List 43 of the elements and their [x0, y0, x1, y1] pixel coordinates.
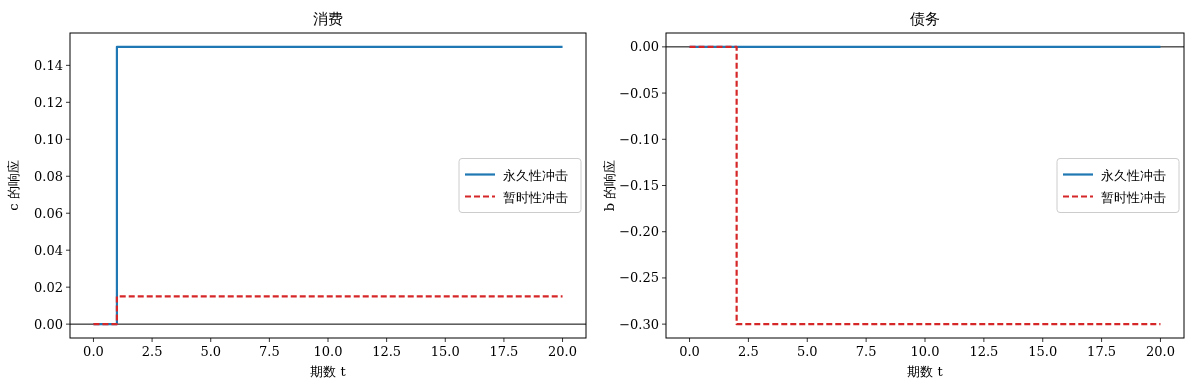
- y-axis-title: b 的响应: [602, 159, 617, 212]
- legend-label: 永久性冲击: [503, 167, 568, 183]
- x-tick-label: 7.5: [259, 344, 280, 359]
- y-tick-label: −0.05: [619, 85, 659, 101]
- y-tick-label: −0.10: [619, 131, 659, 147]
- x-tick-label: 2.5: [141, 344, 163, 359]
- x-tick-label: 15.0: [430, 344, 460, 359]
- x-tick-label: 2.5: [738, 344, 759, 359]
- x-tick-label: 20.0: [1145, 344, 1175, 359]
- y-tick-label: 0.10: [34, 131, 63, 147]
- y-tick-label: −0.20: [619, 224, 659, 240]
- x-tick-label: 10.0: [313, 344, 343, 359]
- y-tick-label: 0.00: [630, 39, 659, 55]
- x-axis-title: 期数 t: [310, 364, 347, 379]
- legend-label: 暂时性冲击: [503, 189, 568, 205]
- y-tick-label: 0.08: [34, 168, 63, 184]
- x-tick-label: 20.0: [548, 344, 578, 359]
- x-tick-label: 0.0: [679, 344, 700, 359]
- legend-label: 永久性冲击: [1101, 167, 1166, 183]
- y-tick-label: 0.14: [34, 57, 63, 73]
- y-tick-label: 0.12: [34, 94, 63, 110]
- x-tick-label: 10.0: [910, 344, 940, 359]
- chart-title: 债务: [910, 10, 940, 28]
- x-tick-label: 12.5: [372, 344, 402, 359]
- y-tick-label: 0.02: [34, 279, 63, 295]
- y-tick-label: 0.00: [34, 316, 63, 332]
- legend-label: 暂时性冲击: [1101, 189, 1166, 205]
- x-tick-label: 5.0: [200, 344, 222, 359]
- y-tick-label: −0.15: [619, 178, 659, 193]
- y-tick-label: 0.06: [34, 205, 63, 221]
- y-tick-label: 0.04: [34, 242, 63, 258]
- x-tick-label: 7.5: [855, 344, 877, 359]
- x-tick-label: 5.0: [796, 344, 818, 359]
- x-tick-label: 0.0: [83, 344, 104, 359]
- chart-title: 消费: [313, 10, 343, 28]
- y-axis-title: c 的响应: [6, 160, 21, 211]
- x-tick-label: 17.5: [489, 344, 519, 359]
- x-axis-title: 期数 t: [907, 364, 944, 379]
- x-tick-label: 15.0: [1028, 344, 1058, 359]
- x-tick-label: 12.5: [969, 344, 999, 359]
- x-tick-label: 17.5: [1087, 344, 1117, 359]
- y-tick-label: −0.25: [619, 270, 659, 286]
- y-tick-label: −0.30: [619, 316, 659, 332]
